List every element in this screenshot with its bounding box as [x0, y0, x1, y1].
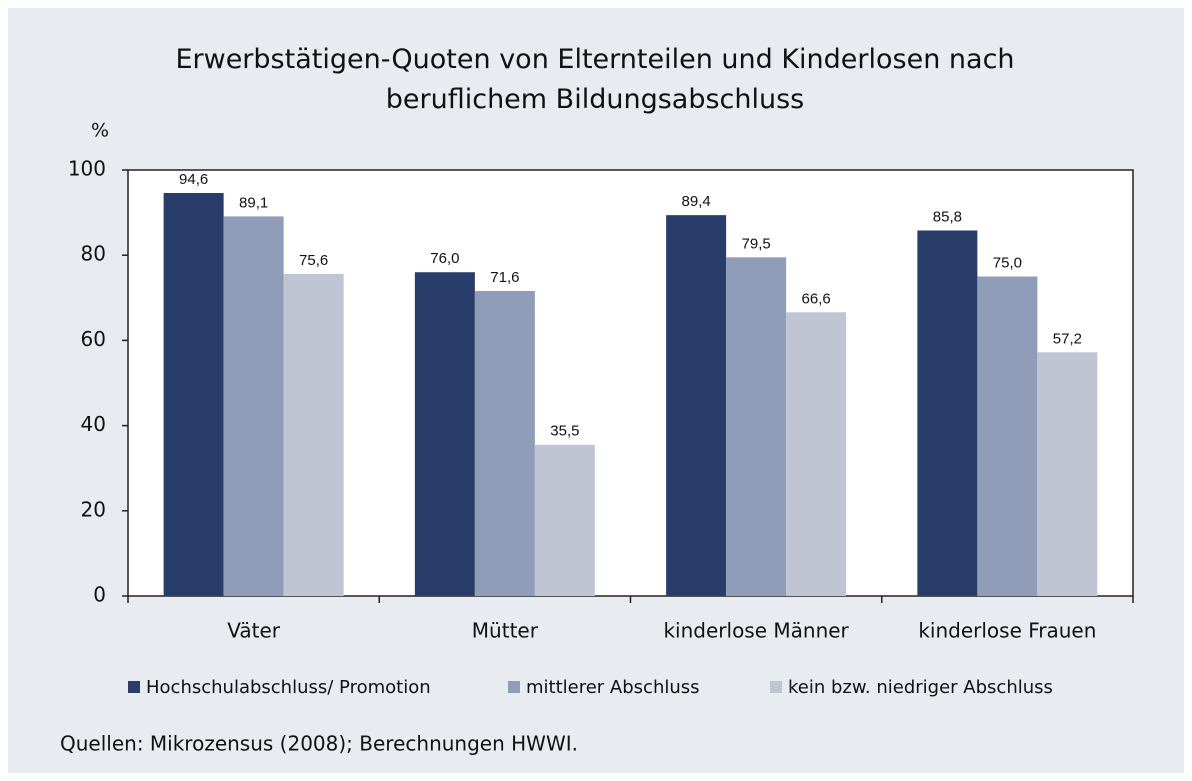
data-label: 85,8	[933, 208, 962, 225]
data-label: 57,2	[1053, 330, 1082, 347]
x-tick-label: Väter	[227, 619, 281, 643]
y-tick-label: 20	[81, 497, 106, 521]
y-tick-label: 40	[81, 412, 106, 436]
bar	[917, 230, 978, 596]
bar	[283, 273, 344, 596]
legend-label: mittlerer Abschluss	[526, 677, 700, 698]
y-tick-label: 0	[93, 583, 106, 607]
data-label: 89,4	[682, 193, 711, 210]
legend-swatch	[128, 681, 140, 693]
legend-label: kein bzw. niedriger Abschluss	[788, 677, 1053, 698]
bar	[474, 290, 535, 596]
data-label: 89,1	[239, 194, 268, 211]
data-label: 75,6	[299, 252, 328, 269]
source-note: Quellen: Mikrozensus (2008); Berechnunge…	[60, 732, 578, 756]
chart-title: Erwerbstätigen-Quoten von Elternteilen u…	[175, 44, 1015, 115]
y-tick-label: 60	[81, 327, 106, 351]
bar	[726, 257, 787, 596]
y-tick-label: 100	[68, 157, 106, 181]
bar	[414, 272, 475, 596]
bar	[534, 444, 595, 596]
legend-swatch	[508, 681, 520, 693]
data-label: 75,0	[993, 254, 1022, 271]
legend-label: Hochschulabschluss/ Promotion	[146, 677, 431, 698]
y-tick-label: 80	[81, 242, 106, 266]
x-tick-label: kinderlose Männer	[663, 619, 849, 643]
bar	[786, 312, 847, 596]
x-tick-label: kinderlose Frauen	[918, 619, 1096, 643]
bar	[977, 276, 1038, 596]
legend-swatch	[770, 681, 782, 693]
data-label: 79,5	[742, 235, 771, 252]
data-label: 94,6	[179, 171, 208, 188]
x-tick-label: Mütter	[472, 619, 539, 643]
bar	[223, 216, 284, 596]
y-axis-label: %	[91, 120, 109, 142]
data-label: 66,6	[802, 290, 831, 307]
bar	[163, 193, 224, 596]
bar	[1037, 352, 1098, 596]
data-label: 35,5	[550, 423, 579, 440]
data-label: 71,6	[490, 269, 519, 286]
data-label: 76,0	[430, 250, 459, 267]
bar	[666, 215, 727, 596]
